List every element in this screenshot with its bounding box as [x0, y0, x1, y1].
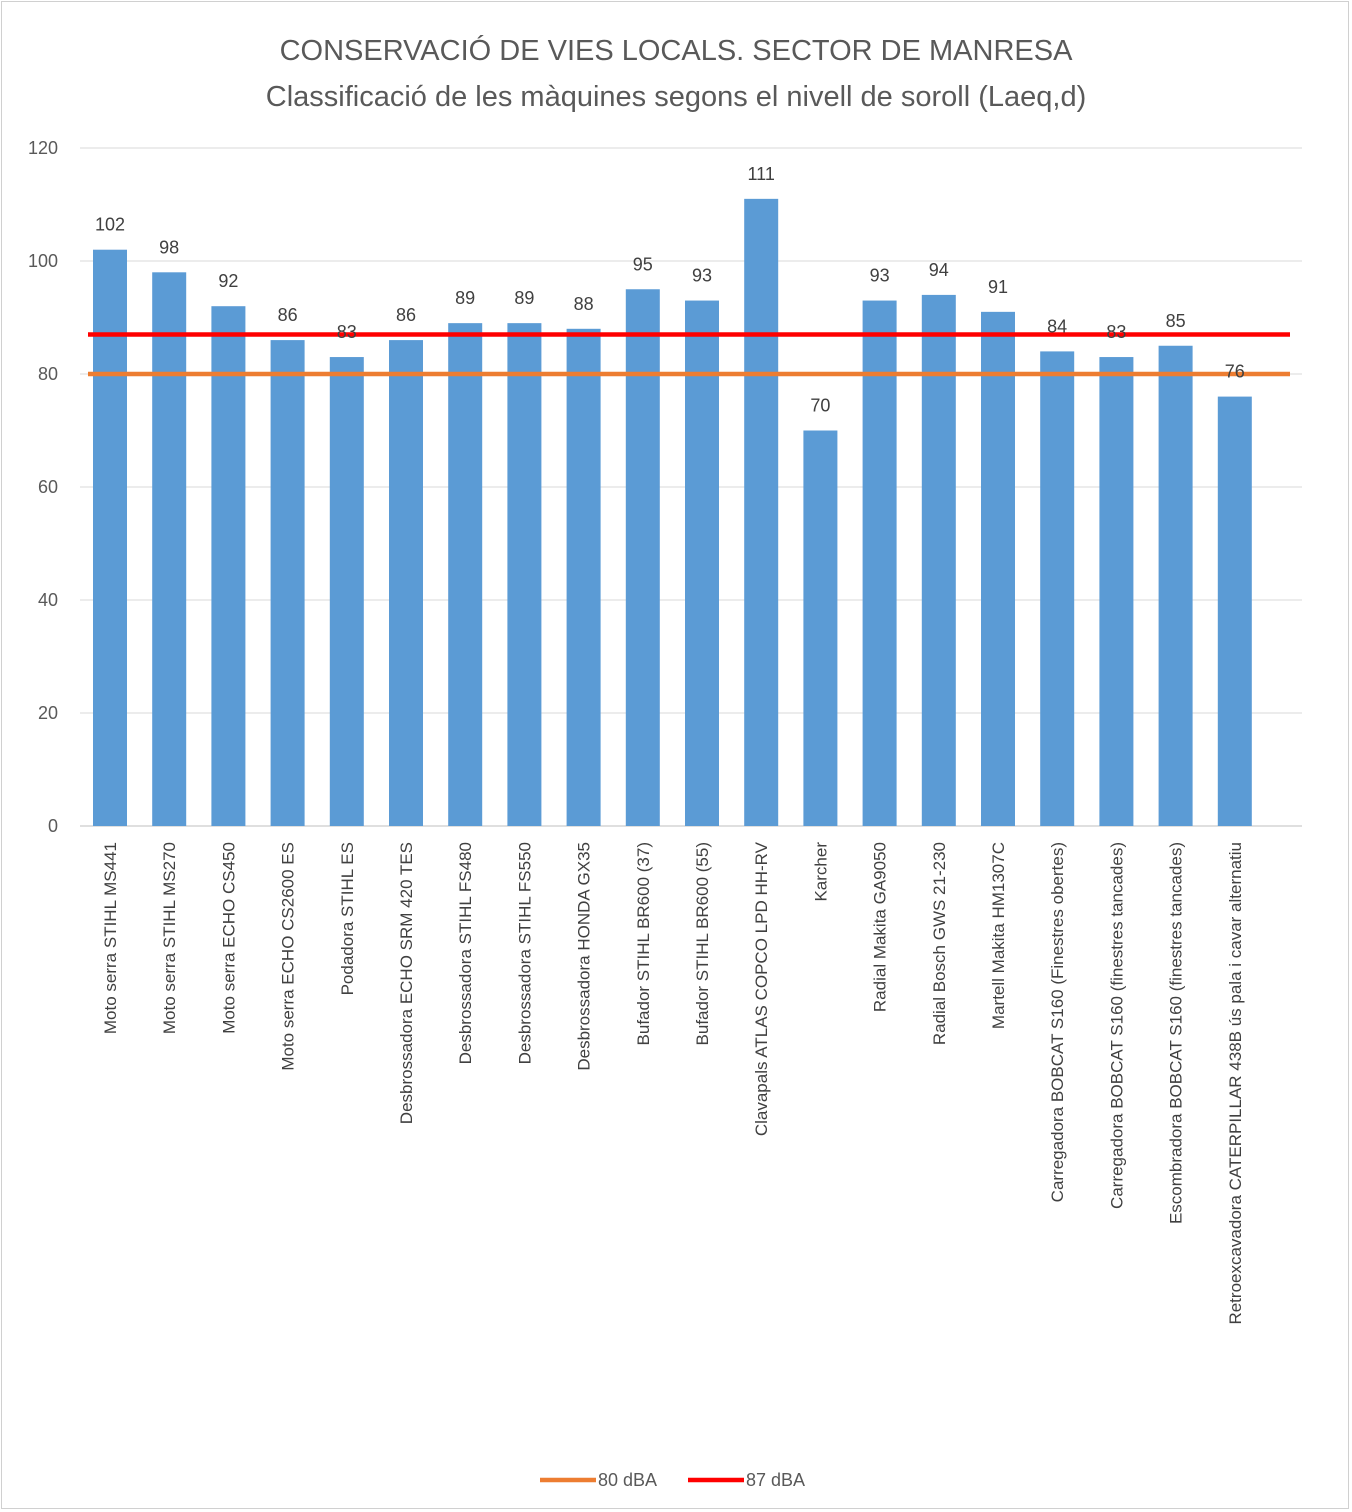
data-label: 89 — [514, 288, 534, 308]
data-label: 91 — [988, 277, 1008, 297]
y-tick-label: 80 — [38, 364, 58, 384]
category-label: Bufador STIHL BR600 (55) — [693, 842, 712, 1045]
data-label: 93 — [870, 266, 890, 286]
y-tick-label: 60 — [38, 477, 58, 497]
bar — [1158, 345, 1193, 826]
category-label: Bufador STIHL BR600 (37) — [634, 842, 653, 1045]
y-tick-label: 20 — [38, 703, 58, 723]
data-label: 88 — [574, 294, 594, 314]
category-label: Desbrossadora HONDA GX35 — [575, 842, 594, 1071]
y-tick-label: 40 — [38, 590, 58, 610]
category-label: Desbrossadora ECHO SRM 420 TES — [397, 842, 416, 1124]
bar — [981, 311, 1015, 827]
data-label: 86 — [396, 305, 416, 325]
category-label: Moto serra STIHL MS441 — [101, 842, 120, 1034]
reference-lines — [88, 332, 1290, 377]
data-label: 85 — [1166, 311, 1186, 331]
data-label: 102 — [95, 215, 125, 235]
data-label: 84 — [1047, 316, 1067, 336]
legend-label: 80 dBA — [598, 1470, 657, 1490]
bar — [625, 289, 660, 826]
bar — [389, 340, 423, 826]
bar — [921, 294, 956, 826]
data-label: 86 — [278, 305, 298, 325]
bar — [1099, 357, 1134, 826]
category-label: Moto serra STIHL MS270 — [160, 842, 179, 1034]
category-label: Clavapals ATLAS COPCO LPD HH-RV — [752, 841, 771, 1136]
category-label: Martell Makita HM1307C — [989, 842, 1008, 1029]
category-label: Radial Makita GA9050 — [871, 842, 890, 1012]
bar — [803, 430, 838, 826]
bar — [566, 328, 601, 826]
y-tick-label: 120 — [28, 138, 58, 158]
bar — [93, 249, 127, 826]
category-label: Carregadora BOBCAT S160 (Finestres obert… — [1048, 842, 1067, 1202]
category-label: Moto serra ECHO CS450 — [219, 842, 238, 1034]
category-label: Karcher — [811, 842, 830, 902]
category-label: Escombradora BOBCAT S160 (finestres tanc… — [1167, 842, 1186, 1224]
category-label: Radial Bosch GWS 21-230 — [930, 842, 949, 1045]
data-label: 93 — [692, 266, 712, 286]
y-tick-label: 100 — [28, 251, 58, 271]
category-label: Moto serra ECHO CS2600 ES — [279, 842, 298, 1071]
data-label: 89 — [455, 288, 475, 308]
chart-title: CONSERVACIÓ DE VIES LOCALS. SECTOR DE MA… — [280, 34, 1074, 67]
bar — [862, 300, 897, 826]
bar — [448, 323, 483, 826]
bar — [1040, 351, 1075, 826]
bar — [744, 198, 779, 827]
data-label: 92 — [218, 271, 238, 291]
data-label: 83 — [1106, 322, 1126, 342]
y-tick-label: 0 — [48, 816, 58, 836]
bar — [152, 272, 187, 826]
category-label: Retroexcavadora CATERPILLAR 438B ús pala… — [1226, 842, 1245, 1325]
bar — [1217, 396, 1252, 826]
data-label: 94 — [929, 260, 949, 280]
category-label: Desbrossadora STIHL FS550 — [515, 842, 534, 1064]
category-label: Carregadora BOBCAT S160 (finestres tanca… — [1107, 842, 1126, 1209]
data-label: 111 — [748, 164, 775, 184]
data-label: 83 — [337, 322, 357, 342]
legend: 80 dBA 87 dBA — [540, 1470, 805, 1490]
bar — [270, 340, 305, 826]
chart-subtitle: Classificació de les màquines segons el … — [266, 81, 1086, 113]
bar — [211, 306, 246, 826]
category-labels: Moto serra STIHL MS441 Moto serra STIHL M… — [101, 841, 1245, 1324]
data-label: 95 — [633, 254, 653, 274]
data-label: 70 — [810, 396, 830, 416]
bars — [93, 198, 1252, 827]
category-label: Desbrossadora STIHL FS480 — [456, 842, 475, 1064]
bar — [507, 323, 542, 826]
data-label: 76 — [1225, 362, 1245, 382]
data-label: 98 — [159, 237, 179, 257]
category-label: Podadora STIHL ES — [338, 842, 357, 995]
legend-label: 87 dBA — [746, 1470, 805, 1490]
bar — [329, 357, 364, 826]
data-labels: 102 98 92 86 83 86 89 89 88 95 93 111 70 93 94 91 84 83 85… — [95, 164, 1245, 416]
bar — [685, 300, 719, 826]
